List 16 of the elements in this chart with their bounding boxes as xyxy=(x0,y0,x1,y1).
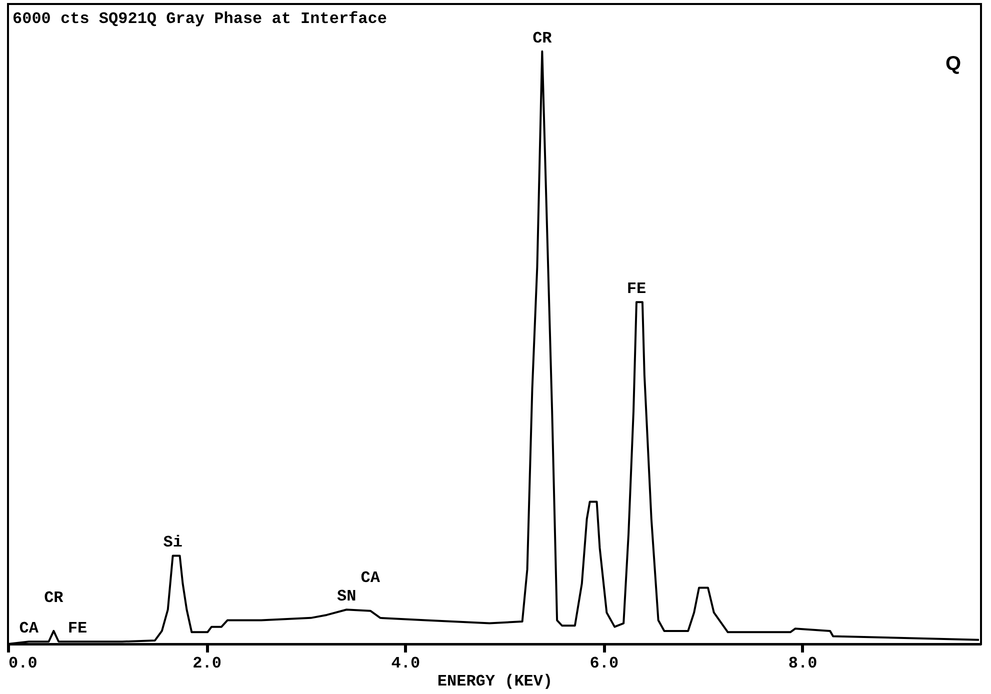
annotation: CR xyxy=(532,29,552,48)
annotation: CA xyxy=(19,620,39,638)
annotation: FE xyxy=(68,620,88,638)
x-tick-label: 0.0 xyxy=(8,654,38,672)
annotation: Q xyxy=(945,53,961,75)
x-axis-title: ENERGY (KEV) xyxy=(437,672,553,690)
chart-title: 6000 cts SQ921Q Gray Phase at Interface xyxy=(12,10,387,28)
annotation: SN xyxy=(336,588,356,606)
x-tick-label: 4.0 xyxy=(391,654,420,672)
annotation: CR xyxy=(44,588,64,607)
x-tick-label: 6.0 xyxy=(590,654,619,672)
annotation: Si xyxy=(163,534,182,552)
annotation: CA xyxy=(360,568,380,587)
annotation: FE xyxy=(626,280,646,298)
x-tick-label: 2.0 xyxy=(192,654,222,672)
x-tick-label: 8.0 xyxy=(788,654,818,672)
